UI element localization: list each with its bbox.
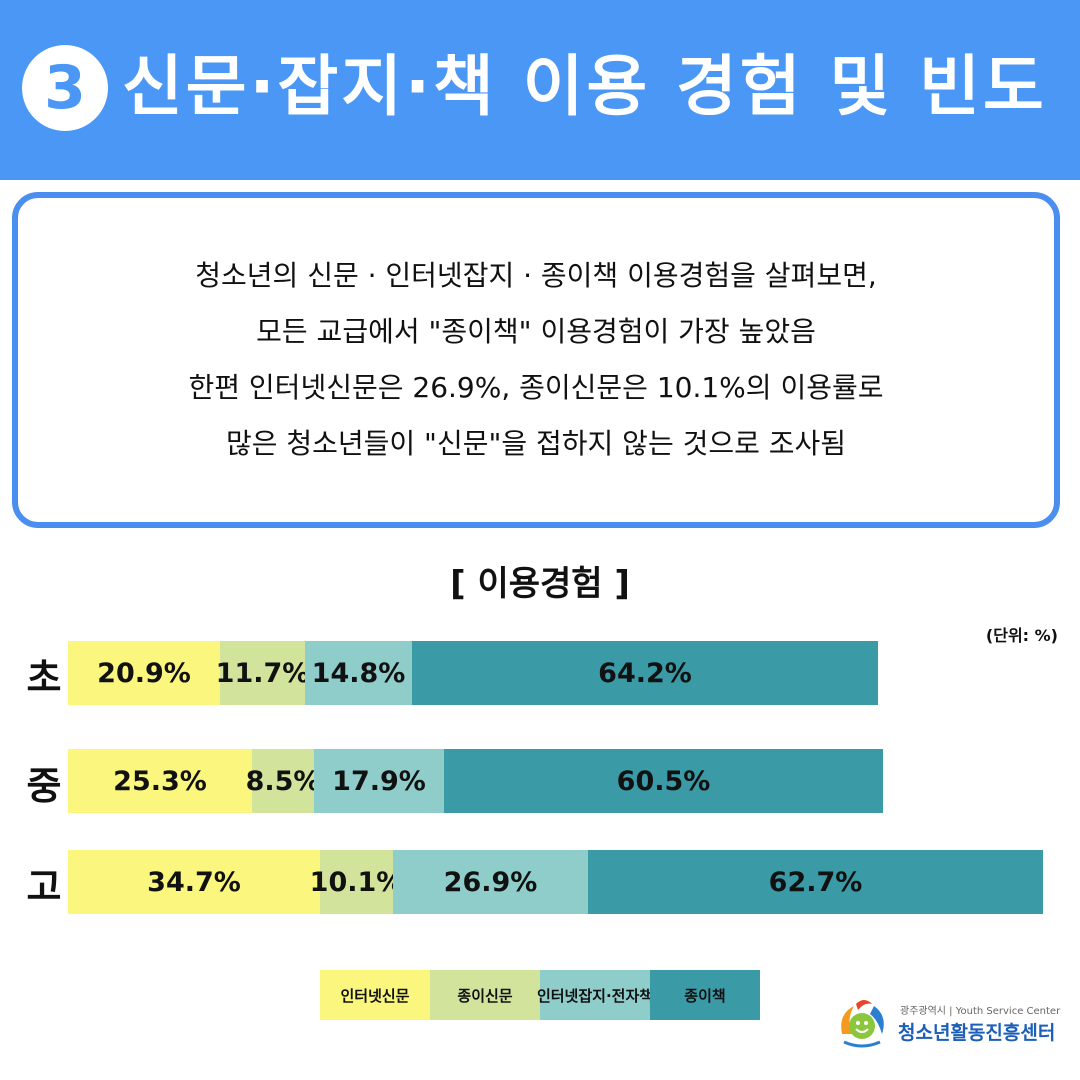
stacked-bar: 34.7% 10.1% 26.9% 62.7% <box>68 850 1043 914</box>
legend-item: 종이책 <box>650 970 760 1020</box>
row-label: 고 <box>26 865 62 909</box>
bar-segment: 60.5% <box>444 749 883 813</box>
bar-segment: 11.7% <box>216 641 309 705</box>
header-banner: 3 신문·잡지·책 이용 경험 및 빈도 <box>0 0 1080 180</box>
logo-name: 청소년활동진흥센터 <box>898 1022 1056 1044</box>
bar-segment: 14.8% <box>305 641 412 705</box>
row-label: 중 <box>26 764 62 808</box>
bar-segment: 20.9% <box>68 641 220 705</box>
stacked-bar: 25.3% 8.5% 17.9% 60.5% <box>68 749 883 813</box>
bar-segment: 26.9% <box>393 850 588 914</box>
chart-legend: 인터넷신문 종이신문 인터넷잡지·전자책 종이책 <box>320 970 760 1020</box>
bar-segment: 34.7% <box>68 850 320 914</box>
summary-line: 많은 청소년들이 "신문"을 접하지 않는 것으로 조사됨 <box>225 427 847 460</box>
summary-line: 청소년의 신문 · 인터넷잡지 · 종이책 이용경험을 살펴보면, <box>195 259 877 292</box>
bar-segment: 64.2% <box>412 641 878 705</box>
legend-item: 종이신문 <box>430 970 540 1020</box>
section-number-badge: 3 <box>22 45 108 131</box>
bar-segment: 62.7% <box>588 850 1043 914</box>
stacked-bar: 20.9% 11.7% 14.8% 64.2% <box>68 641 878 705</box>
legend-item: 인터넷신문 <box>320 970 430 1020</box>
bar-segment: 25.3% <box>68 749 252 813</box>
bar-segment: 8.5% <box>246 749 320 813</box>
summary-box: 청소년의 신문 · 인터넷잡지 · 종이책 이용경험을 살펴보면, 모든 교급에… <box>12 192 1060 528</box>
bar-segment: 17.9% <box>314 749 444 813</box>
legend-item: 인터넷잡지·전자책 <box>537 970 653 1020</box>
chart-title: [ 이용경험 ] <box>450 564 630 604</box>
organization-logo: 광주광역시 | Youth Service Center 청소년활동진흥센터 <box>830 992 1066 1052</box>
logo-mark-icon <box>841 1000 884 1048</box>
unit-label: (단위: %) <box>985 626 1058 645</box>
page-title: 신문·잡지·책 이용 경험 및 빈도 <box>122 48 1047 125</box>
row-label: 초 <box>26 656 62 700</box>
summary-line: 모든 교급에서 "종이책" 이용경험이 가장 높았음 <box>256 315 816 348</box>
bar-segment: 10.1% <box>310 850 403 914</box>
logo-subtitle: 광주광역시 | Youth Service Center <box>900 1006 1061 1017</box>
summary-line: 한편 인터넷신문은 26.9%, 종이신문은 10.1%의 이용률로 <box>188 371 884 404</box>
